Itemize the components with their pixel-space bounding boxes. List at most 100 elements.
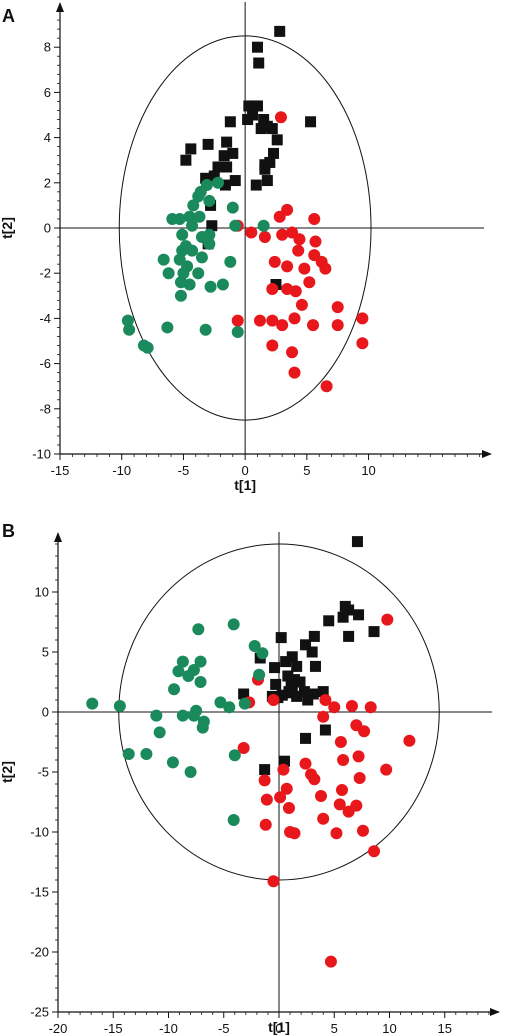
data-point-circle-red <box>381 613 394 626</box>
data-point-circle-green <box>173 212 186 225</box>
data-point-circle-green <box>172 665 185 678</box>
data-point-square-black <box>302 694 314 706</box>
data-point-square-black <box>212 161 224 173</box>
data-point-circle-green <box>168 683 181 696</box>
data-point-circle-red <box>259 818 272 831</box>
data-point-circle-red <box>335 784 348 796</box>
data-point-circle-green <box>192 267 205 280</box>
data-point-circle-red <box>307 319 320 332</box>
y-tick-label: -6 <box>39 356 51 371</box>
x-tick-label: 10 <box>361 463 375 478</box>
x-axis-title: t[1] <box>268 1019 290 1035</box>
data-point-circle-red <box>353 772 366 784</box>
data-point-circle-green <box>174 289 187 302</box>
data-point-square-black <box>269 662 281 674</box>
data-point-circle-red <box>345 700 358 712</box>
data-point-circle-green <box>86 697 99 710</box>
y-tick-label: 5 <box>42 645 49 660</box>
y-tick-label: 0 <box>42 705 49 720</box>
y-axis-arrow <box>56 2 64 12</box>
data-point-circle-red <box>298 262 311 275</box>
x-axis-arrow <box>490 1008 500 1016</box>
x-tick-label: -15 <box>51 463 70 478</box>
data-point-square-black <box>259 163 271 175</box>
data-point-circle-green <box>226 201 239 214</box>
data-point-circle-green <box>253 668 266 681</box>
data-point-square-black <box>268 147 280 159</box>
y-tick-label: 4 <box>44 130 51 145</box>
x-tick-label: -5 <box>178 463 190 478</box>
x-tick-label: 0 <box>275 1021 282 1035</box>
data-point-square-black <box>353 609 365 621</box>
data-point-circle-red <box>358 725 371 738</box>
data-point-circle-green <box>203 194 216 207</box>
data-point-circle-red <box>277 763 290 776</box>
data-point-circle-red <box>295 298 308 311</box>
x-tick-label: -15 <box>104 1021 123 1035</box>
data-point-circle-red <box>356 312 369 325</box>
data-point-circle-green <box>176 709 189 722</box>
data-point-circle-green <box>204 280 217 293</box>
data-point-circle-red <box>314 790 327 802</box>
data-point-square-black <box>291 690 303 702</box>
x-tick-label: -10 <box>159 1021 178 1035</box>
data-point-circle-green <box>196 721 209 734</box>
data-point-circle-green <box>216 278 229 291</box>
data-point-circle-green <box>113 700 126 712</box>
data-point-square-black <box>298 686 310 698</box>
data-point-circle-red <box>245 226 258 239</box>
data-point-circle-red <box>334 736 347 748</box>
data-point-square-black <box>291 660 303 672</box>
data-point-circle-green <box>176 244 189 257</box>
y-tick-label: 2 <box>44 175 51 190</box>
data-point-circle-green <box>184 766 197 778</box>
y-tick-label: -15 <box>30 885 49 900</box>
data-point-circle-red <box>317 710 330 723</box>
data-point-circle-red <box>319 694 332 706</box>
data-point-circle-red <box>380 763 393 776</box>
data-point-square-black <box>238 688 250 700</box>
y-tick-label: -10 <box>30 825 49 840</box>
data-point-square-black <box>221 136 233 148</box>
data-point-circle-red <box>266 314 279 327</box>
data-point-square-black <box>319 724 331 736</box>
data-point-circle-red <box>337 754 350 766</box>
data-point-square-black <box>317 686 329 698</box>
data-point-circle-green <box>166 756 179 769</box>
y-tick-label: -2 <box>39 266 51 281</box>
data-point-circle-green <box>257 219 270 232</box>
y-tick-label: 6 <box>44 85 51 100</box>
data-point-square-black <box>227 147 239 159</box>
data-point-square-black <box>224 116 236 128</box>
data-point-circle-red <box>253 314 266 327</box>
data-point-circle-red <box>356 337 369 350</box>
data-point-circle-green <box>186 219 199 232</box>
data-point-circle-red <box>352 750 365 763</box>
data-point-square-black <box>368 626 380 638</box>
data-point-square-black <box>271 134 283 146</box>
y-tick-label: -10 <box>32 447 51 462</box>
data-point-circle-green <box>194 676 207 688</box>
panel-b: -20 -15 -10 -5 0 5 10 15-25-20-15-10-50510t[1]t… <box>0 521 500 1035</box>
data-point-square-black <box>351 536 363 548</box>
data-point-square-black <box>309 660 321 672</box>
x-tick-label: -20 <box>49 1021 68 1035</box>
data-point-circle-green <box>248 640 261 652</box>
data-point-circle-green <box>224 255 237 268</box>
data-point-square-black <box>288 674 300 686</box>
data-point-square-black <box>305 116 317 128</box>
data-point-square-black <box>251 100 263 112</box>
data-point-circle-red <box>331 301 344 314</box>
data-point-square-black <box>253 57 265 69</box>
data-point-square-black <box>280 656 292 668</box>
data-point-circle-red <box>317 812 330 825</box>
data-point-circle-green <box>193 210 206 223</box>
y-tick-label: -5 <box>37 765 49 780</box>
data-point-circle-green <box>199 323 212 336</box>
data-point-square-black <box>270 678 282 690</box>
data-point-square-black <box>243 100 255 112</box>
data-point-circle-red <box>308 773 321 786</box>
data-point-square-black <box>180 154 192 166</box>
data-point-square-black <box>300 732 312 744</box>
